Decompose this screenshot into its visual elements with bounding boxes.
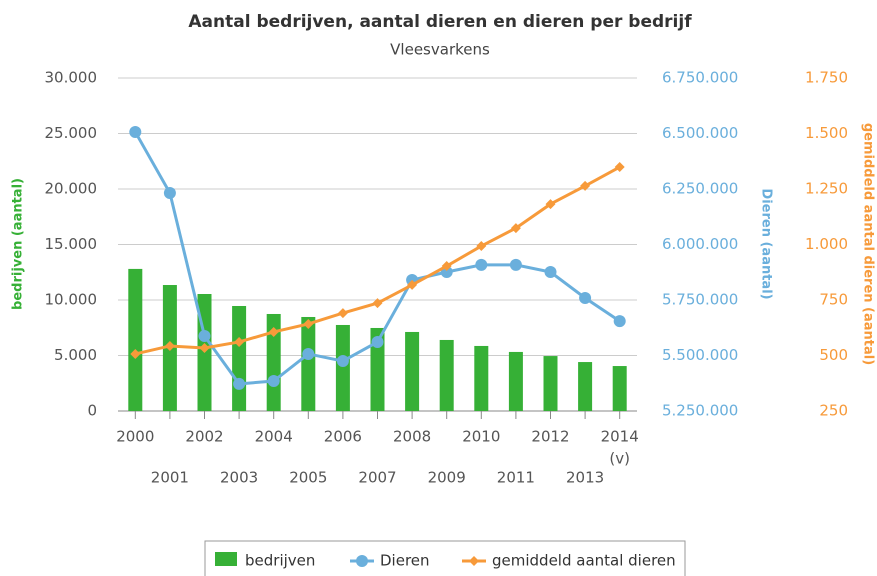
point <box>441 261 452 272</box>
point <box>336 355 349 368</box>
point <box>614 162 625 173</box>
x-note: (v) <box>609 450 630 468</box>
point <box>510 223 521 234</box>
x-tick-label: 2000 <box>116 428 154 446</box>
y-tick-label: 15.000 <box>45 235 98 253</box>
point <box>129 125 142 138</box>
point <box>475 258 488 271</box>
legend-label: gemiddeld aantal dieren <box>492 552 676 570</box>
bar <box>405 331 420 411</box>
bar <box>578 362 593 411</box>
x-tick-label: 2012 <box>531 428 569 446</box>
x-tick-label: 2002 <box>185 428 223 446</box>
y2-tick-label: 5.750.000 <box>662 291 738 309</box>
y3-tick-label: 1.500 <box>805 124 848 142</box>
bar <box>508 351 523 411</box>
y3-tick-label: 1.750 <box>805 69 848 87</box>
point <box>302 347 315 360</box>
x-tick-label: 2004 <box>255 428 293 446</box>
y-tick-label: 30.000 <box>45 69 98 87</box>
legend-swatch <box>215 552 237 566</box>
y3-tick-label: 1.000 <box>805 235 848 253</box>
bar <box>301 316 316 411</box>
point <box>268 326 279 337</box>
x-tick-label: 2013 <box>566 469 604 487</box>
legend-swatch <box>469 556 479 566</box>
x-tick-label: 2007 <box>358 469 396 487</box>
legend-label: Dieren <box>380 552 430 570</box>
bar <box>543 356 558 411</box>
point <box>267 375 280 388</box>
y2-tick-label: 5.250.000 <box>662 402 738 420</box>
y-tick-label: 0 <box>87 402 97 420</box>
y3-tick-label: 1.250 <box>805 180 848 198</box>
point <box>198 329 211 342</box>
point <box>544 266 557 279</box>
bar <box>370 327 385 411</box>
point <box>337 308 348 319</box>
y2-tick-label: 6.500.000 <box>662 124 738 142</box>
point <box>476 241 487 252</box>
point <box>199 342 210 353</box>
legend-label: bedrijven <box>245 552 315 570</box>
legend-swatch <box>356 555 368 567</box>
x-tick-label: 2005 <box>289 469 327 487</box>
bar <box>335 324 350 411</box>
point <box>371 335 384 348</box>
y3-tick-label: 750 <box>819 291 848 309</box>
bar <box>474 345 489 411</box>
bar <box>612 366 627 411</box>
y2-tick-label: 6.750.000 <box>662 69 738 87</box>
point <box>164 340 175 351</box>
point <box>234 336 245 347</box>
point <box>579 292 592 305</box>
y-axis-title: bedrijven (aantal) <box>11 178 26 310</box>
bar <box>266 313 281 411</box>
chart-title: Aantal bedrijven, aantal dieren en diere… <box>188 12 692 32</box>
bar <box>128 268 143 411</box>
y2-tick-label: 6.000.000 <box>662 235 738 253</box>
point <box>163 186 176 199</box>
point <box>372 298 383 309</box>
y2-tick-label: 6.250.000 <box>662 180 738 198</box>
y3-axis-title: gemiddeld aantal dieren (aantal) <box>861 123 876 365</box>
x-tick-label: 2014 <box>601 428 639 446</box>
y2-tick-label: 5.500.000 <box>662 346 738 364</box>
point <box>545 199 556 210</box>
x-tick-label: 2010 <box>462 428 500 446</box>
point <box>613 315 626 328</box>
chart-subtitle: Vleesvarkens <box>390 41 490 59</box>
point <box>233 377 246 390</box>
y-tick-label: 20.000 <box>45 180 98 198</box>
bar <box>439 339 454 411</box>
x-tick-label: 2011 <box>497 469 535 487</box>
point <box>303 318 314 329</box>
y-tick-label: 25.000 <box>45 124 98 142</box>
y-tick-label: 10.000 <box>45 291 98 309</box>
point <box>407 279 418 290</box>
point <box>509 258 522 271</box>
y-tick-label: 5.000 <box>54 346 97 364</box>
x-tick-label: 2009 <box>428 469 466 487</box>
y3-tick-label: 500 <box>819 346 848 364</box>
x-tick-label: 2003 <box>220 469 258 487</box>
y3-tick-label: 250 <box>819 402 848 420</box>
x-tick-label: 2001 <box>151 469 189 487</box>
x-tick-label: 2006 <box>324 428 362 446</box>
x-tick-label: 2008 <box>393 428 431 446</box>
bar <box>232 305 247 411</box>
point <box>130 348 141 359</box>
point <box>580 180 591 191</box>
legend-box <box>204 540 686 576</box>
y2-axis-title: Dieren (aantal) <box>759 188 774 299</box>
